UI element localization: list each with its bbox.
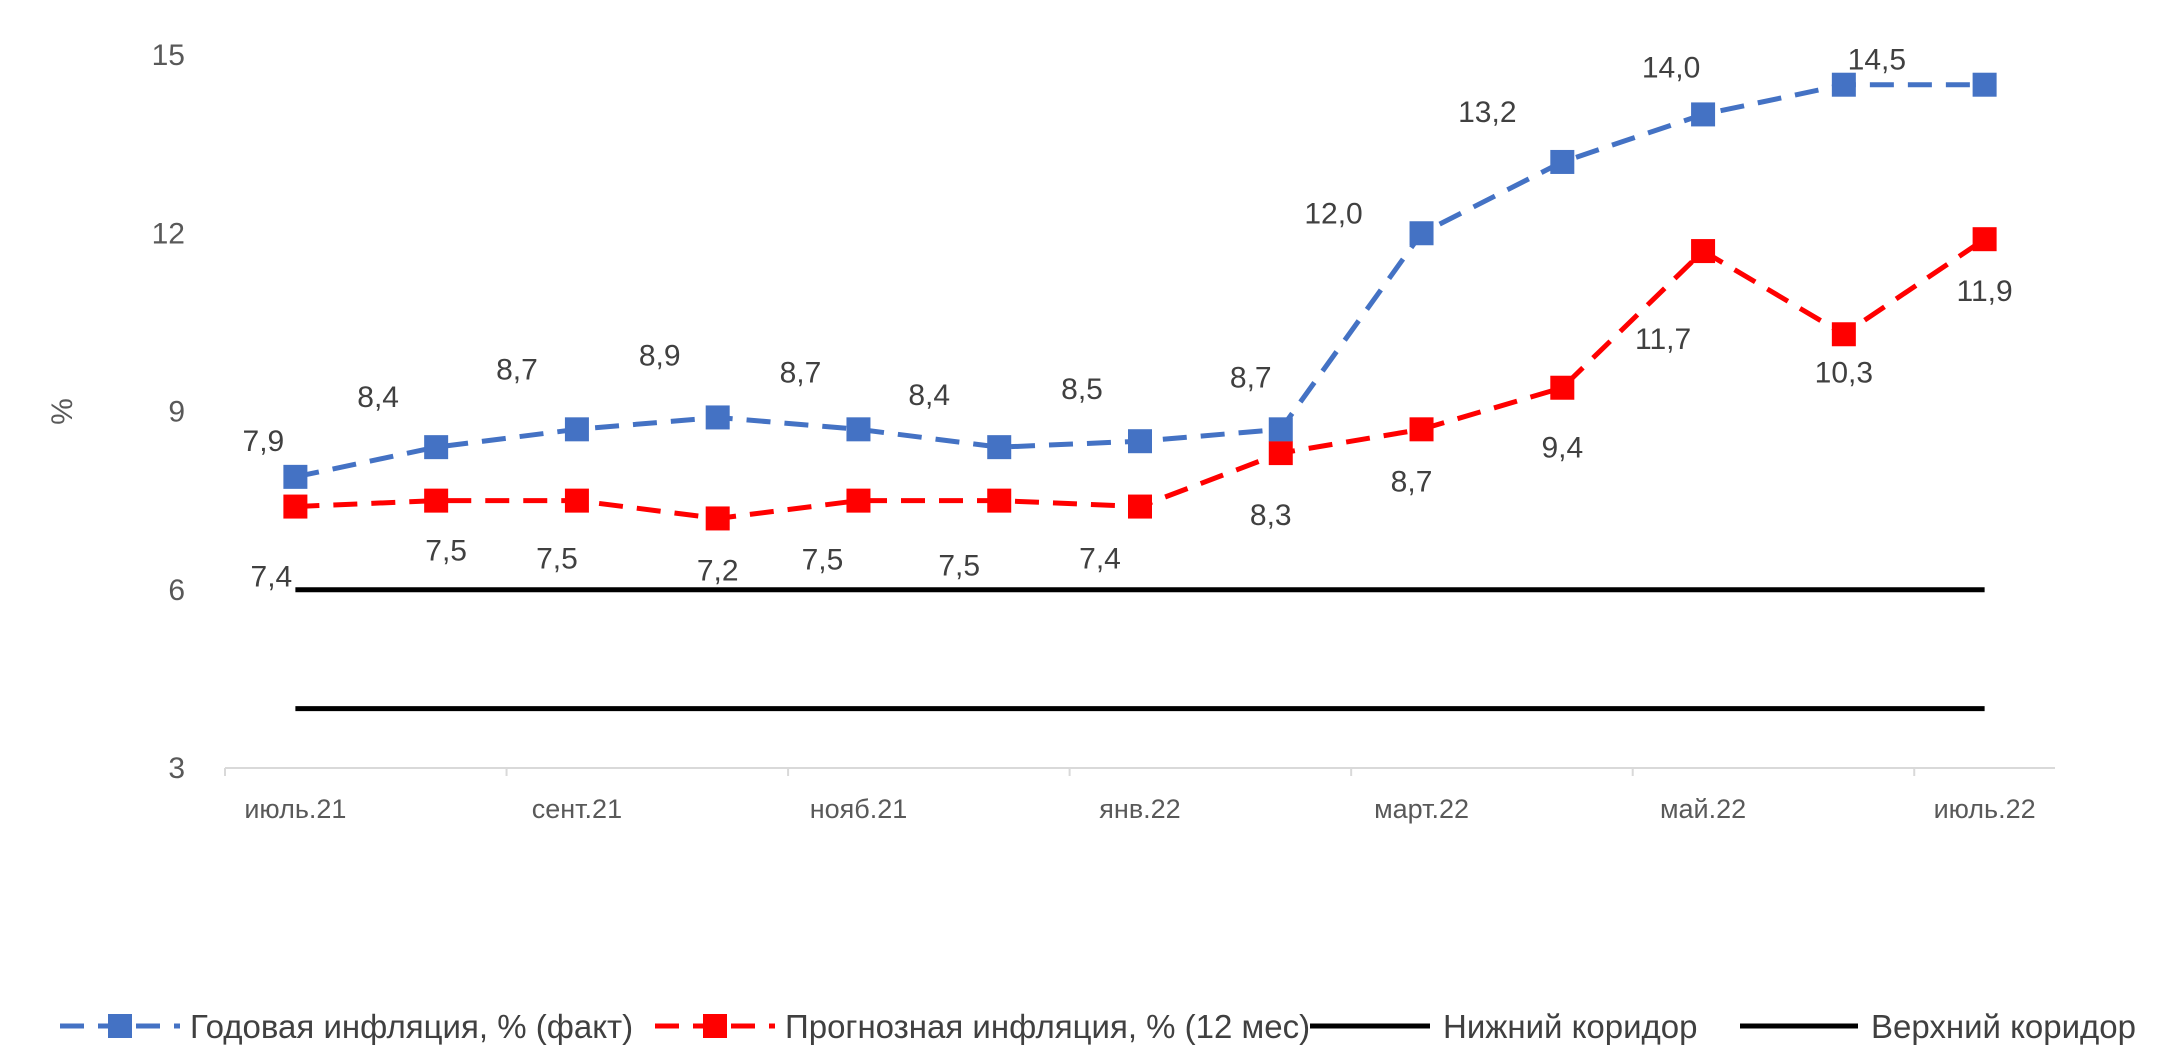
actual-inflation-marker	[1268, 417, 1293, 442]
legend-actual-marker	[108, 1014, 132, 1038]
actual-inflation-data-label: 14,5	[1848, 44, 1906, 77]
forecast-inflation-data-label: 10,3	[1815, 356, 1873, 389]
forecast-inflation-marker	[705, 506, 730, 531]
x-tick-label: март.22	[1374, 794, 1469, 824]
actual-inflation-line	[294, 82, 1985, 480]
actual-inflation-data-label: 8,9	[639, 339, 681, 372]
forecast-inflation-data-label: 7,4	[1079, 543, 1121, 576]
actual-inflation-data-label: 13,2	[1458, 96, 1516, 129]
forecast-inflation-marker	[1691, 239, 1716, 264]
series-layer	[283, 72, 1997, 712]
actual-inflation-data-label: 8,7	[1230, 361, 1272, 394]
forecast-inflation-marker	[424, 488, 449, 513]
actual-inflation-data-label: 8,7	[496, 353, 538, 386]
forecast-inflation-data-label: 8,7	[1391, 465, 1433, 498]
forecast-inflation-marker	[1831, 322, 1856, 347]
actual-inflation-marker	[283, 464, 308, 489]
legend-actual-label: Годовая инфляция, % (факт)	[190, 1008, 633, 1045]
actual-inflation-data-label: 7,9	[243, 425, 285, 458]
forecast-inflation-line	[295, 237, 1987, 521]
actual-inflation-marker	[1972, 72, 1997, 97]
y-tick-label: 9	[168, 396, 185, 429]
forecast-inflation-marker	[564, 488, 589, 513]
actual-inflation-data-label: 8,7	[780, 356, 822, 389]
forecast-inflation-data-label: 11,7	[1635, 323, 1691, 356]
y-axis-label: %	[46, 398, 79, 425]
y-tick-label: 12	[152, 217, 185, 250]
forecast-inflation-data-label: 7,5	[425, 535, 467, 568]
forecast-inflation-data-label: 7,5	[536, 543, 578, 576]
axes: июль.21 сент.21 нояб.21 янв.22 март.22 май.22…	[46, 39, 2055, 824]
forecast-inflation-marker	[1972, 227, 1997, 252]
x-tick-label: май.22	[1660, 794, 1746, 824]
forecast-inflation-marker	[846, 488, 871, 513]
forecast-inflation-data-label: 11,9	[1957, 275, 2013, 308]
actual-inflation-marker	[846, 417, 871, 442]
forecast-inflation-data-label: 9,4	[1541, 432, 1583, 465]
y-tick-label: 15	[152, 39, 185, 72]
legend-lower-corridor-label: Нижний коридор	[1443, 1008, 1698, 1045]
x-tick-label: июль.21	[244, 794, 346, 824]
x-tick-label: июль.22	[1934, 794, 2036, 824]
legend-forecast-label: Прогнозная инфляция, % (12 мес)	[785, 1008, 1310, 1045]
actual-inflation-marker	[987, 435, 1012, 460]
legend-forecast-marker	[703, 1014, 727, 1038]
actual-inflation-marker	[564, 417, 589, 442]
actual-inflation-marker	[1409, 221, 1434, 246]
forecast-inflation-data-label: 8,3	[1250, 499, 1292, 532]
actual-inflation-marker	[705, 405, 730, 430]
actual-inflation-data-label: 8,4	[357, 381, 399, 414]
forecast-inflation-marker	[1409, 417, 1434, 442]
x-tick-label: янв.22	[1099, 794, 1180, 824]
forecast-inflation-data-label: 7,2	[697, 554, 739, 587]
forecast-inflation-marker	[1550, 375, 1575, 400]
data-labels: 7,9 8,4 8,7 8,9 8,7 8,4 8,5 8,7 12,0 13,2 14,0 14,5…	[243, 44, 2013, 594]
actual-inflation-marker	[1691, 102, 1716, 127]
actual-inflation-marker	[1550, 149, 1575, 174]
x-tick-label: сент.21	[532, 794, 622, 824]
forecast-inflation-marker	[1128, 494, 1152, 519]
forecast-inflation-marker	[987, 488, 1012, 513]
y-tick-label: 6	[168, 574, 185, 607]
legend: Годовая инфляция, % (факт) Прогнозная инф…	[60, 1008, 2136, 1045]
forecast-inflation-data-label: 7,5	[802, 544, 844, 577]
x-tick-label: нояб.21	[810, 794, 908, 824]
y-tick-label: 3	[168, 752, 185, 785]
actual-inflation-marker	[1128, 429, 1152, 454]
actual-inflation-data-label: 12,0	[1304, 197, 1362, 230]
actual-inflation-data-label: 14,0	[1642, 51, 1700, 84]
actual-inflation-marker	[424, 435, 449, 460]
forecast-inflation-marker	[1268, 441, 1293, 466]
actual-inflation-marker	[1831, 72, 1856, 97]
legend-upper-corridor-label: Верхний коридор	[1871, 1008, 2136, 1045]
forecast-inflation-marker	[283, 494, 308, 519]
forecast-inflation-data-label: 7,5	[938, 550, 980, 583]
actual-inflation-data-label: 8,5	[1061, 373, 1103, 406]
forecast-inflation-data-label: 7,4	[251, 561, 293, 594]
actual-inflation-data-label: 8,4	[908, 379, 950, 412]
